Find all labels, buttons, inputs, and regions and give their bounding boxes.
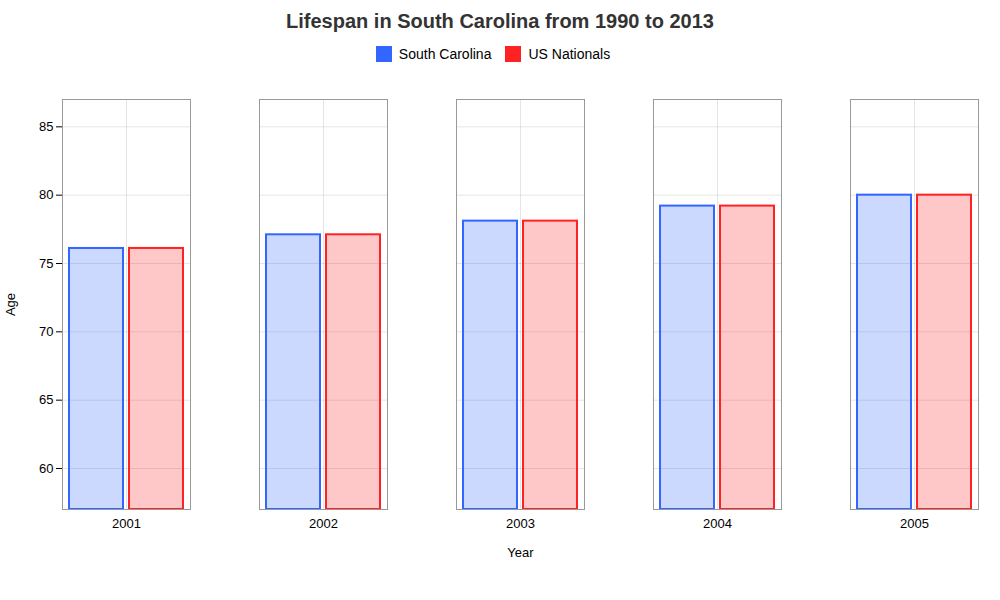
svg-text:65: 65	[39, 392, 53, 407]
svg-text:60: 60	[39, 461, 53, 476]
svg-text:2002: 2002	[309, 516, 338, 531]
html-text:Lifespan in South Carolina fro: Lifespan in South Carolina from 1990 to …	[286, 10, 714, 32]
svg-text:75: 75	[39, 256, 53, 271]
html-text:South Carolina: South Carolina	[398, 45, 492, 62]
svg-text:Age: Age	[3, 293, 18, 316]
svg-text:2004: 2004	[703, 516, 732, 531]
svg-text:80: 80	[39, 187, 53, 202]
svg-text:Year: Year	[507, 545, 534, 560]
svg-text:2003: 2003	[506, 516, 535, 531]
svg-text:2001: 2001	[112, 516, 141, 531]
svg-text:2005: 2005	[900, 516, 929, 531]
html-text:US Nationals: US Nationals	[528, 45, 611, 62]
svg-text:70: 70	[39, 324, 53, 339]
svg-text:85: 85	[39, 119, 53, 134]
